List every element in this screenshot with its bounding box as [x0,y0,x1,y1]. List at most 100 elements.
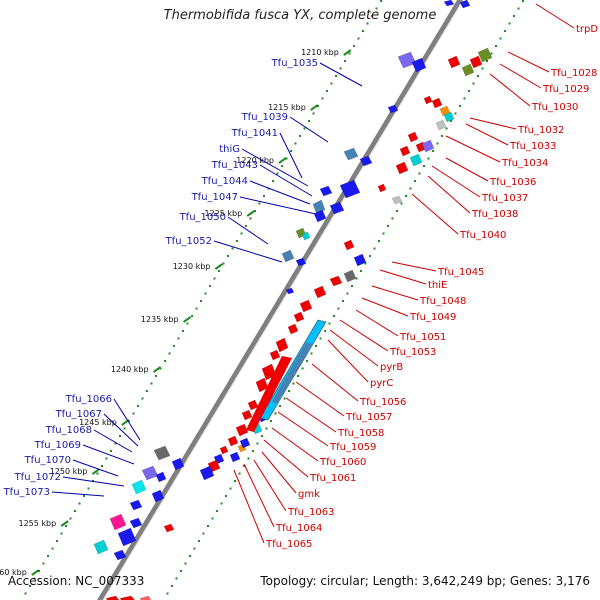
outer-ruler-dot [229,487,232,490]
outer-ruler-dot [445,127,448,130]
ruler-dot [344,60,346,62]
outer-ruler-dot [468,90,470,92]
gene-label-right: Tfu_1048 [419,296,466,307]
cds-reverse [235,423,249,437]
ruler-dot [65,525,67,527]
right-label-connector [339,319,389,352]
map-title: Thermobifida fusca YX, complete genome [163,8,437,23]
cds-reverse [469,55,483,69]
outer-ruler-dot [369,255,371,257]
scale-label: 1260 kbp [0,568,27,577]
cds-reverse [395,161,409,175]
right-label-connector [507,51,550,73]
outer-ruler-dot [481,67,484,70]
gene-label-right: Tfu_1040 [459,230,506,241]
ruler-dot [191,315,193,317]
cds-reverse [287,323,299,335]
ruler-tick [183,316,192,323]
gene-label-right: Tfu_1056 [359,397,406,408]
ruler-dot [87,487,90,490]
outer-ruler-dot [256,442,259,445]
cds-reverse [409,153,423,167]
ruler-dot [141,397,144,400]
outer-ruler-dot [247,457,250,460]
right-label-connector [327,339,369,383]
outer-ruler-dot [346,292,349,295]
gene-label-right: Tfu_1049 [409,312,456,323]
ruler-tick [31,569,40,576]
cds-reverse [461,63,475,77]
right-label-connector [263,439,309,478]
outer-ruler-dot [382,232,385,235]
outer-ruler-dot [265,427,268,430]
backbone-highlight [102,0,464,600]
left-label-connector [227,216,269,245]
cds-forward [129,499,143,511]
left-label-connector [319,62,363,87]
outer-ruler-dot [301,367,304,370]
outer-ruler-dot [396,210,398,212]
cds-forward [113,549,127,561]
ruler-dot [326,90,328,92]
ruler-dot [357,37,360,40]
cds-reverse [139,595,152,600]
cds-forward [329,201,345,215]
outer-ruler-dot [427,157,430,160]
ruler-dot [303,127,306,130]
ruler-dot [159,367,162,370]
gene-features [93,0,493,600]
cds-forward [105,595,120,600]
cds-reverse [119,595,135,600]
ruler-dot [335,75,337,77]
ruler-dot [236,240,238,242]
outer-ruler-dot [216,510,218,512]
outer-ruler-dot [432,150,434,152]
ruler-dot [101,465,103,467]
scale-labels: 1210 kbp 1215 kbp 1220 kbp 1225 kbp 1230 kbp… [0,48,339,577]
ruler-dot [33,577,36,580]
outer-ruler-dot [400,202,403,205]
outer-ruler-dot [189,555,191,557]
cds-forward [151,489,165,503]
outer-ruler-dot [477,75,479,77]
gene-label-right: Tfu_1051 [399,332,446,343]
gene-label-right: Tfu_1030 [531,102,578,113]
gene-label-right: Tfu_1037 [481,193,528,204]
gene-label-right: Tfu_1028 [550,68,597,79]
outer-ruler-dot [211,517,214,520]
ruler-dot [137,405,139,407]
outer-ruler-dot [472,82,475,85]
gene-label-left: Tfu_1068 [45,425,92,436]
ruler-dot [74,510,76,512]
right-label-connector [445,157,489,182]
outer-ruler-dot [409,187,412,190]
ruler-tick [214,263,223,270]
gene-label-right: Tfu_1059 [329,442,376,453]
left-label-connector [241,148,309,187]
gene-label-left: Tfu_1073 [3,487,50,498]
gene-label-left: Tfu_1069 [34,440,81,451]
gene-label-right: Tfu_1045 [437,267,484,278]
ruler-tick [278,157,287,164]
ruler-dot [276,172,279,175]
outer-ruler-dot [463,97,466,100]
right-label-connector [427,175,471,214]
cds-reverse [239,437,251,449]
scale-label: 1255 kbp [18,519,56,528]
ruler-dot [254,210,256,212]
right-label-connector [465,123,509,146]
cds-reverse [241,409,253,421]
cds-reverse [377,183,387,193]
left-label-connector [93,429,133,453]
outer-ruler-dot [508,22,511,25]
gene-label-left: Tfu_1050 [179,212,226,223]
gene-label-right: Tfu_1063 [287,507,334,518]
ruler-dot [362,30,364,32]
ruler-dot [132,412,135,415]
cds-forward [343,147,359,161]
scale-ruler [24,0,524,595]
left-label-connector [113,398,141,441]
right-label-connector [411,193,459,235]
cds-forward [155,471,167,483]
gene-label-right: pyrC [370,378,393,389]
